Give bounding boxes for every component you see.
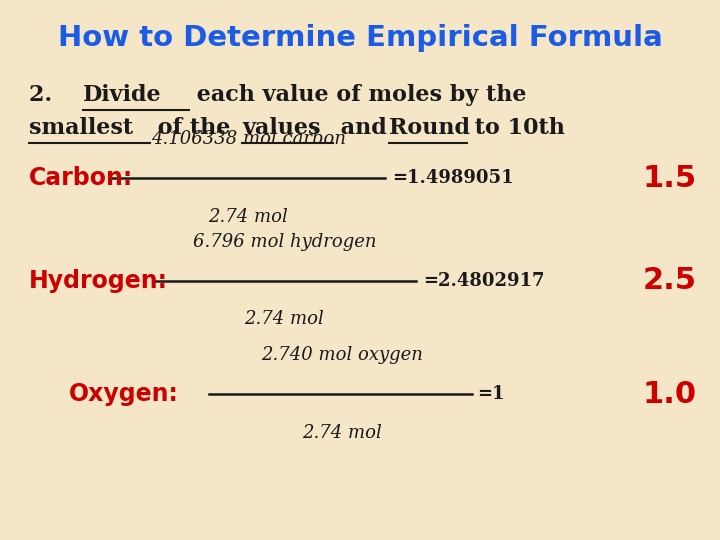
Text: =2.4802917: =2.4802917 xyxy=(423,272,545,290)
Text: 2.74 mol: 2.74 mol xyxy=(209,208,288,226)
Text: values: values xyxy=(242,117,320,139)
Text: =1: =1 xyxy=(477,385,505,403)
Text: How to Determine Empirical Formula: How to Determine Empirical Formula xyxy=(58,24,662,52)
Text: of the: of the xyxy=(150,117,238,139)
Text: 2.5: 2.5 xyxy=(643,266,697,295)
Text: Round: Round xyxy=(389,117,470,139)
Text: 2.: 2. xyxy=(29,84,68,106)
Text: Hydrogen:: Hydrogen: xyxy=(29,269,168,293)
Text: 2.74 mol: 2.74 mol xyxy=(302,424,382,442)
Text: 4.106338 mol carbon: 4.106338 mol carbon xyxy=(151,131,346,149)
Text: 1.0: 1.0 xyxy=(642,380,697,409)
Text: to 10th: to 10th xyxy=(467,117,564,139)
Text: 1.5: 1.5 xyxy=(642,164,697,193)
Text: 2.740 mol oxygen: 2.740 mol oxygen xyxy=(261,347,423,364)
Text: Oxygen:: Oxygen: xyxy=(68,382,179,406)
Text: Carbon:: Carbon: xyxy=(29,166,133,190)
Text: smallest: smallest xyxy=(29,117,133,139)
Text: 2.74 mol: 2.74 mol xyxy=(245,310,324,328)
Text: Divide: Divide xyxy=(83,84,161,106)
Text: 6.796 mol hydrogen: 6.796 mol hydrogen xyxy=(193,233,376,251)
Text: and: and xyxy=(333,117,394,139)
Text: each value of moles by the: each value of moles by the xyxy=(189,84,526,106)
Text: =1.4989051: =1.4989051 xyxy=(392,169,514,187)
